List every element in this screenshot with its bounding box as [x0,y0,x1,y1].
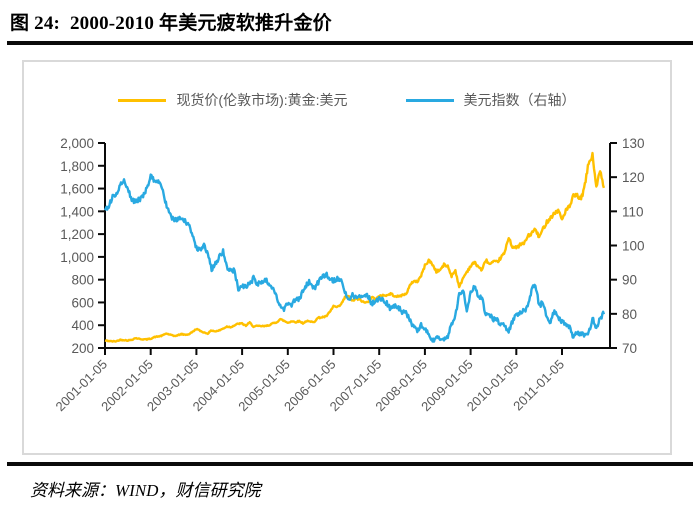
left-axis-tick-label: 1,000 [60,250,94,265]
legend-label-gold: 现货价(伦敦市场):黄金:美元 [176,92,348,108]
footer-rule [7,462,693,466]
left-axis-tick-label: 1,600 [60,182,94,197]
right-axis-tick-label: 80 [622,307,637,322]
left-axis-tick-label: 800 [71,273,94,288]
chart-panel: 2,000 1,800 1,600 1,400 1,200 1,000 800 600 400 2… [22,60,672,455]
legend-item-gold: 现货价(伦敦市场):黄金:美元 [118,90,348,110]
left-axis-tick-label: 1,200 [60,227,94,242]
x-axis-ticks: 2001-01-052002-01-052003-01-052004-01-05… [52,348,567,414]
right-axis-tick-label: 110 [622,204,644,219]
series-line-usd-index [103,173,606,343]
left-axis-tick-label: 1,400 [60,204,94,219]
legend-item-usd-index: 美元指数（右轴） [405,90,576,110]
usd-index-line-swatch [405,98,454,102]
left-axis-tick-label: 2,000 [60,136,94,151]
left-axis-tick-label: 600 [71,295,94,310]
left-axis-tick-label: 400 [71,318,94,333]
left-axis-ticks: 2,000 1,800 1,600 1,400 1,200 1,000 800 600 400 2… [60,136,105,356]
page-title: 图 24: 2000-2010 年美元疲软推升金价 [10,13,332,34]
right-axis-tick-label: 70 [622,341,637,356]
right-axis-tick-label: 100 [622,239,645,254]
gold-line-swatch [118,98,167,102]
chart-legend: 现货价(伦敦市场):黄金:美元 美元指数（右轴） [24,90,670,110]
series-line-gold [104,151,606,343]
left-axis-tick-label: 1,800 [60,159,94,174]
axes [104,143,611,349]
line-chart: 2,000 1,800 1,600 1,400 1,200 1,000 800 600 400 2… [52,136,645,414]
right-axis-tick-label: 130 [622,136,645,151]
right-axis-tick-label: 120 [622,170,645,185]
right-axis-ticks: 130 120 110 100 90 80 70 [610,136,645,356]
legend-label-usd-index: 美元指数（右轴） [463,92,576,108]
left-axis-tick-label: 200 [71,341,94,356]
title-underline [7,41,693,45]
right-axis-tick-label: 90 [622,273,637,288]
source-note: 资料来源：WIND，财信研究院 [30,481,261,500]
